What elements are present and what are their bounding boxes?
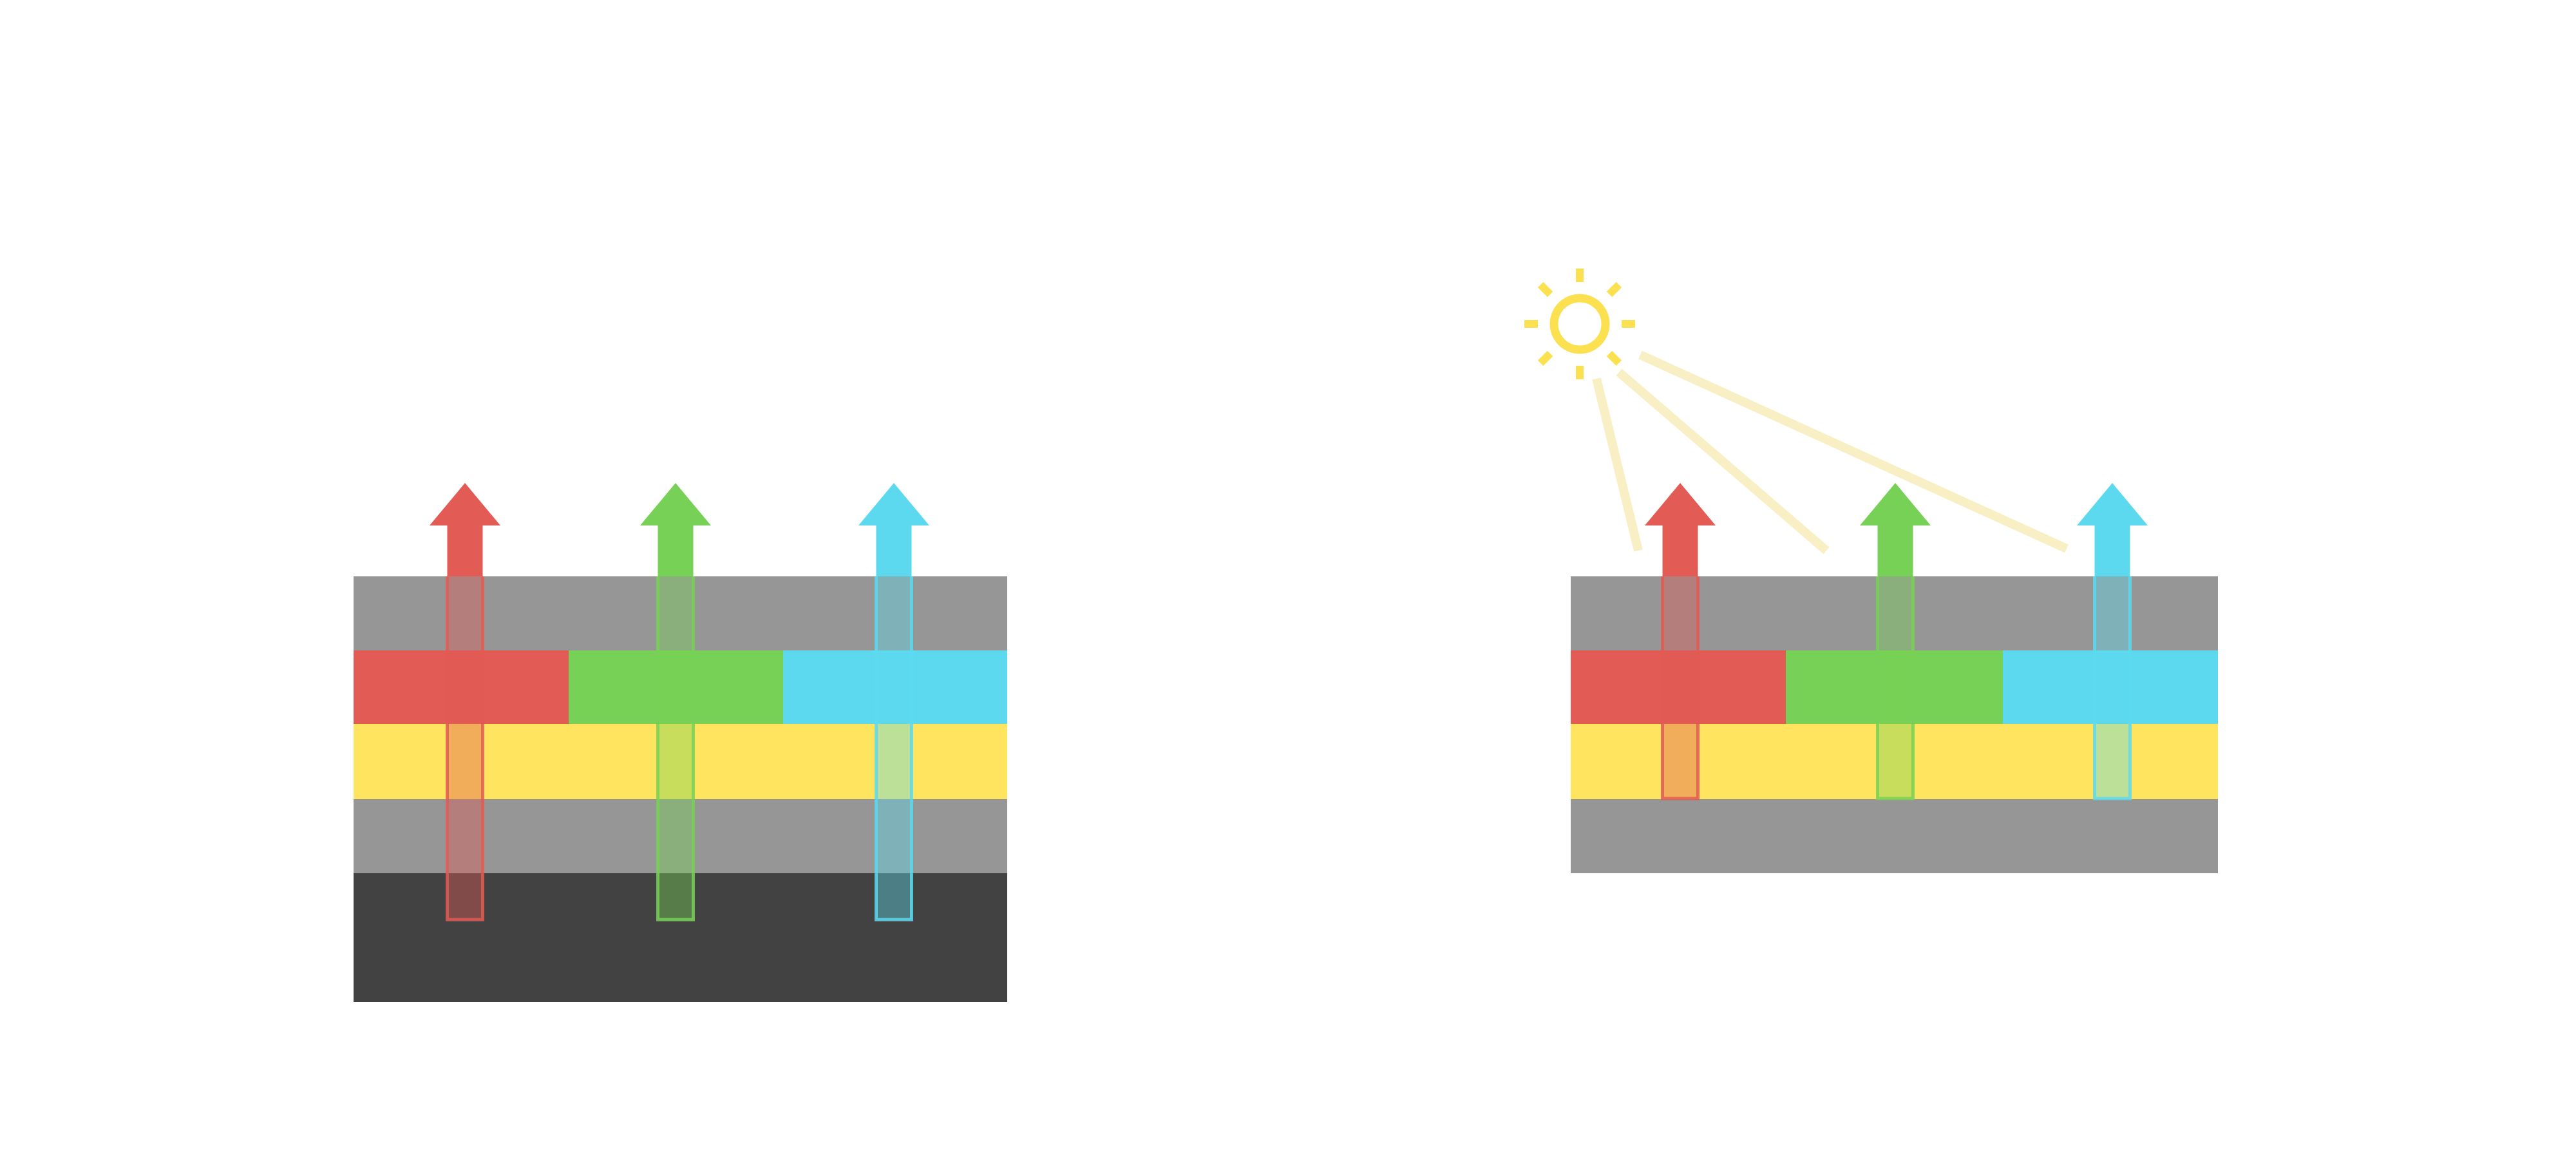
green-light-arrow bbox=[1860, 483, 1931, 800]
green-light-arrow-shaft bbox=[656, 576, 695, 922]
red-light-arrow bbox=[1645, 483, 1716, 800]
blue-light-arrow-shaft bbox=[2093, 576, 2132, 800]
blue-segment bbox=[783, 650, 1007, 724]
sun-ray-left bbox=[1592, 377, 1643, 552]
sun-ray-middle bbox=[1616, 368, 1830, 554]
reflective-display-stack bbox=[1524, 269, 2218, 873]
sun-ring bbox=[1549, 294, 1610, 354]
blue-light-arrow-head bbox=[858, 483, 929, 576]
green-light-arrow bbox=[640, 483, 711, 922]
sun-spoke bbox=[1537, 350, 1553, 366]
lower-gray-layer bbox=[1571, 799, 2218, 873]
lower-gray-layer bbox=[354, 799, 1007, 873]
green-segment bbox=[569, 650, 783, 724]
sun-ray-right bbox=[1638, 350, 2069, 553]
sun-icon bbox=[1524, 269, 1635, 379]
blue-light-arrow-head bbox=[2077, 483, 2148, 576]
blue-light-arrow bbox=[858, 483, 929, 922]
sun-spoke bbox=[1606, 281, 1622, 298]
red-light-arrow bbox=[430, 483, 500, 922]
green-light-arrow-head bbox=[1860, 483, 1931, 576]
red-light-arrow-head bbox=[430, 483, 500, 576]
green-segment bbox=[1786, 650, 2003, 724]
red-light-arrow-head bbox=[1645, 483, 1716, 576]
dark-backlight-layer bbox=[354, 873, 1007, 1002]
yellow-layer bbox=[1571, 724, 2218, 799]
blue-light-arrow bbox=[2077, 483, 2148, 800]
green-light-arrow-head bbox=[640, 483, 711, 576]
backlit-display-stack bbox=[354, 483, 1007, 1002]
green-light-arrow-shaft bbox=[1876, 576, 1915, 800]
top-gray-layer bbox=[1571, 576, 2218, 650]
sun-spoke bbox=[1606, 350, 1622, 366]
top-gray-layer bbox=[354, 576, 1007, 650]
red-segment bbox=[1571, 650, 1786, 724]
red-light-arrow-shaft bbox=[1661, 576, 1700, 800]
sun-spoke bbox=[1537, 281, 1553, 298]
red-segment bbox=[354, 650, 569, 724]
yellow-layer bbox=[354, 724, 1007, 799]
blue-segment bbox=[2003, 650, 2218, 724]
blue-light-arrow-shaft bbox=[875, 576, 913, 922]
red-light-arrow-shaft bbox=[446, 576, 484, 922]
